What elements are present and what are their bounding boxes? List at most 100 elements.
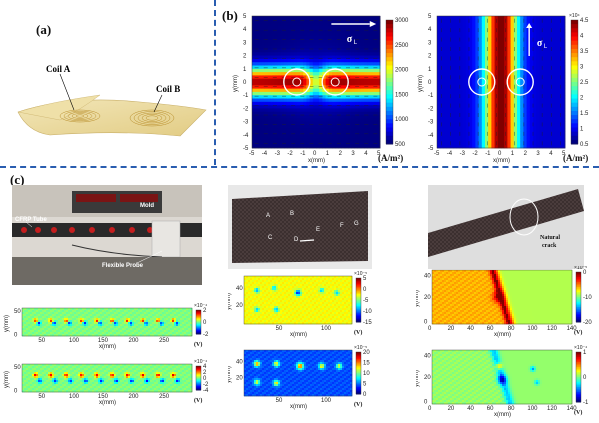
panel-b-label: (b) bbox=[222, 8, 238, 23]
y-tick: -2 bbox=[243, 106, 249, 112]
heatmap-cells bbox=[437, 16, 566, 149]
x-tick: 0 bbox=[428, 326, 432, 332]
colorbar-tick: 2 bbox=[203, 370, 207, 376]
x-tick: 5 bbox=[377, 151, 381, 157]
tube-scan-heatmap-1: 50 100 150 200 250 50 0 x(mm) y(mm) 2 0 -2 ×10⁻⁴ (V) bbox=[4, 303, 209, 350]
heatmap-cells bbox=[432, 270, 573, 325]
vector-field-arrows bbox=[254, 20, 378, 144]
colorbar: 1 0 -1 ×10⁻⁴ bbox=[574, 345, 589, 406]
heatmap-cells bbox=[244, 276, 353, 325]
y-tick: -1 bbox=[428, 93, 434, 99]
y-tick: 20 bbox=[236, 303, 243, 309]
x-tick: 100 bbox=[321, 398, 332, 404]
colorbar-tick: 10 bbox=[363, 371, 370, 377]
colorbar-tick: -2 bbox=[203, 382, 209, 388]
colorbar-tick: -10 bbox=[583, 295, 592, 301]
colorbar-tick: 20 bbox=[363, 350, 370, 356]
x-tick: 3 bbox=[536, 151, 540, 157]
x-tick: 1 bbox=[326, 151, 330, 157]
x-tick: 80 bbox=[508, 326, 515, 332]
colorbar-tick: 3 bbox=[580, 65, 584, 71]
natural-crack-label-2: crack bbox=[542, 243, 557, 249]
x-tick: 50 bbox=[276, 326, 283, 332]
cfrp-tube-setup-photo: CFRP Tube Mold Flexible Probe bbox=[12, 185, 202, 285]
colorbar-tick: 1500 bbox=[395, 92, 409, 98]
natural-crack-label-1: Natural bbox=[540, 235, 560, 241]
x-tick: -5 bbox=[249, 151, 255, 157]
colorbar: 5 0 -5 -10 -15 ×10⁻⁵ bbox=[354, 271, 372, 326]
colorbar-tick: 500 bbox=[395, 142, 406, 148]
x-tick: 100 bbox=[527, 326, 538, 332]
defect-label-e: E bbox=[316, 227, 320, 233]
x-tick: 200 bbox=[129, 338, 140, 344]
flexible-sensor-illustration: Coil A Coil B bbox=[17, 64, 207, 137]
x-axis-label: x(mm) bbox=[99, 344, 116, 350]
y-tick: 2 bbox=[243, 54, 247, 60]
x-tick: -3 bbox=[275, 151, 281, 157]
x-tick: 4 bbox=[549, 151, 553, 157]
x-tick: 5 bbox=[562, 151, 566, 157]
x-tick: -1 bbox=[485, 151, 491, 157]
y-tick: 1 bbox=[243, 67, 247, 73]
heatmap-cells bbox=[22, 364, 193, 393]
horizontal-divider bbox=[0, 166, 599, 168]
colorbar-tick: 2000 bbox=[395, 68, 409, 74]
y-tick: -4 bbox=[243, 133, 249, 139]
y-tick: -5 bbox=[243, 146, 249, 152]
x-tick: 40 bbox=[467, 326, 474, 332]
y-tick: 40 bbox=[424, 273, 431, 279]
colorbar-tick: 15 bbox=[363, 361, 370, 367]
y-tick: 20 bbox=[424, 295, 431, 301]
y-tick: 0 bbox=[428, 80, 432, 86]
x-tick: 0 bbox=[498, 151, 502, 157]
colorbar-tick: 0 bbox=[203, 376, 207, 382]
defect-label-a: A bbox=[266, 213, 270, 219]
colorbar-left: 3000 2500 2000 1500 1000 500 bbox=[385, 18, 409, 148]
sigma-subscript: L bbox=[544, 44, 548, 50]
unit-label: (V) bbox=[354, 329, 362, 336]
colorbar-tick: 2 bbox=[203, 308, 207, 314]
x-tick: -2 bbox=[472, 151, 478, 157]
colorbar-tick: -1 bbox=[583, 400, 589, 406]
colorbar: 20 15 10 5 0 ×10⁻⁵ bbox=[354, 345, 370, 398]
defect-label-f: F bbox=[340, 223, 344, 229]
colorbar: 0 -10 -20 ×10⁻⁵ bbox=[574, 266, 592, 326]
heatmap-cells bbox=[432, 350, 573, 405]
y-tick: 40 bbox=[236, 286, 243, 292]
colorbar-exponent: ×10⁻⁴ bbox=[194, 303, 207, 309]
x-tick: 1 bbox=[511, 151, 515, 157]
x-tick: -2 bbox=[287, 151, 293, 157]
unit-label: (A/m²) bbox=[378, 153, 403, 163]
colorbar: 420-2-4 ×10⁻⁴ bbox=[194, 359, 209, 394]
y-tick: 3 bbox=[243, 40, 247, 46]
natural-crack-photo: Natural crack bbox=[428, 185, 584, 269]
panel-a-label: (a) bbox=[36, 22, 52, 37]
y-tick: 4 bbox=[428, 27, 432, 33]
x-tick: 50 bbox=[276, 398, 283, 404]
y-axis-label: y(mm) bbox=[233, 75, 239, 92]
y-axis-label: y(mm) bbox=[228, 293, 232, 310]
colorbar-tick: 5 bbox=[363, 276, 367, 282]
colorbar-tick: -4 bbox=[203, 388, 209, 394]
y-tick: -3 bbox=[428, 120, 434, 126]
colorbar-tick: 3000 bbox=[395, 18, 409, 24]
y-tick: 20 bbox=[236, 376, 243, 382]
colorbar-tick: 2500 bbox=[395, 43, 409, 49]
y-axis-label: y(mm) bbox=[228, 366, 232, 383]
colorbar-right: 4.5 4 3.5 3 2.5 2 1.5 1 0.5 ×10⁴ bbox=[569, 13, 589, 148]
heatmap-cells bbox=[244, 350, 353, 397]
x-tick: 140 bbox=[567, 326, 578, 332]
colorbar-tick: -5 bbox=[363, 298, 369, 304]
cfrp-tube-label: CFRP Tube bbox=[15, 217, 47, 223]
y-axis-label: y(mm) bbox=[4, 315, 10, 332]
colorbar-tick: 2.5 bbox=[580, 80, 589, 86]
eddy-current-loops bbox=[283, 68, 349, 96]
colorbar-tick: 4 bbox=[580, 34, 584, 40]
sigma-label: σ bbox=[347, 34, 353, 45]
y-tick: 50 bbox=[14, 309, 21, 315]
y-tick: 0 bbox=[14, 389, 18, 395]
